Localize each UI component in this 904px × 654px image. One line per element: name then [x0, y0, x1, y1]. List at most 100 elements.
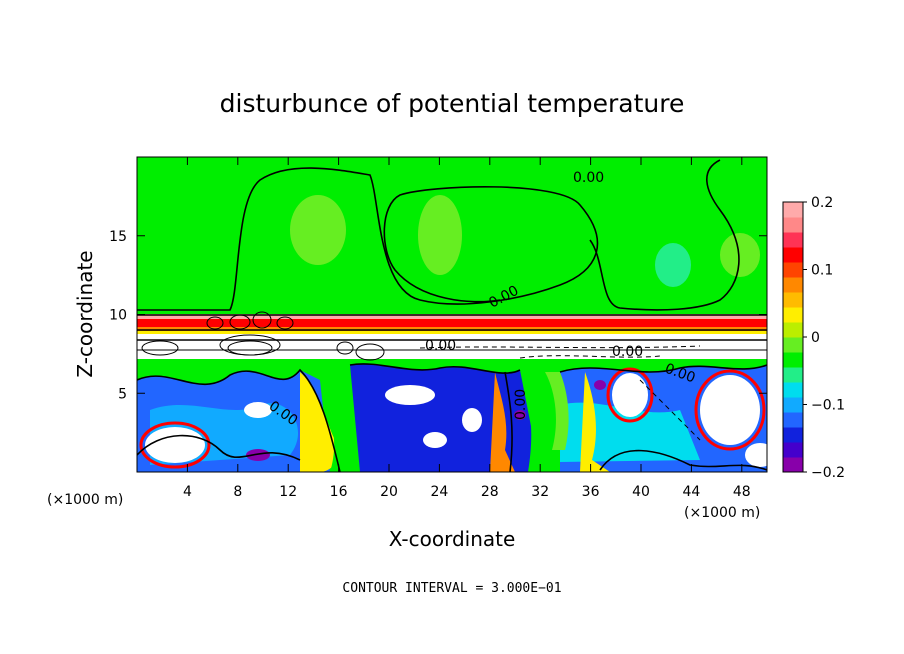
chart-title: disturbunce of potential temperature — [220, 89, 685, 118]
colorbar-swatch — [783, 322, 803, 338]
colorbar-swatch — [783, 262, 803, 278]
upper-blob — [418, 195, 462, 275]
red-rim — [694, 369, 766, 451]
x-tick-label: 48 — [733, 484, 751, 500]
upper-blob — [655, 243, 691, 287]
contour-line — [599, 449, 767, 471]
plot-area: 0.00 0.00 0.00 0.00 0.00 0.00 0.00 — [137, 157, 767, 472]
colorbar-tick-label: −0.2 — [811, 465, 845, 481]
x-axis: 4 8 12 16 20 24 28 32 36 40 44 48 — [183, 157, 751, 500]
x-tick-label: 20 — [380, 484, 398, 500]
y-axis: 5 10 15 — [109, 229, 767, 402]
colorbar-swatch — [783, 412, 803, 428]
y-tick-label: 10 — [109, 308, 127, 324]
y-tick-label: 5 — [118, 386, 127, 402]
upper-blob — [290, 195, 346, 265]
contour-label: 0.00 — [425, 338, 456, 354]
warm-band — [137, 331, 767, 334]
contour-loop — [336, 341, 354, 355]
contour-line — [589, 159, 740, 311]
contour-interval-text: CONTOUR INTERVAL = 3.000E−01 — [342, 581, 561, 596]
contour-loop — [229, 314, 251, 330]
x-tick-label: 12 — [279, 484, 297, 500]
colorbar-swatch — [783, 382, 803, 398]
green-finger — [545, 372, 569, 450]
colorbar-swatch — [783, 352, 803, 368]
upper-blob — [720, 233, 760, 277]
colorbar-tick-label: 0.2 — [811, 195, 833, 211]
colorbar-swatch — [783, 247, 803, 263]
x-tick-label: 28 — [481, 484, 499, 500]
purple-core — [246, 449, 270, 461]
white-core — [462, 408, 482, 432]
contour-line — [504, 371, 513, 472]
white-core — [244, 402, 272, 418]
contour-loop — [252, 311, 272, 329]
x-tick-label: 8 — [233, 484, 242, 500]
x-tick-label: 36 — [582, 484, 600, 500]
warm-plume — [580, 372, 610, 472]
contour-loop — [355, 343, 385, 361]
contour-label: 0.00 — [513, 389, 529, 420]
colorbar-tick-label: 0.1 — [811, 263, 833, 279]
colorbar-swatch — [783, 307, 803, 323]
x-tick-label: 16 — [330, 484, 348, 500]
contour-line — [559, 364, 767, 373]
contour-label: 0.00 — [612, 344, 643, 360]
white-core — [612, 373, 648, 417]
y-axis-label: Z-coordinate — [73, 250, 97, 377]
x-tick-label: 32 — [531, 484, 549, 500]
x-unit-label-right: (×1000 m) — [684, 505, 760, 521]
warm-band — [137, 319, 767, 327]
colorbar-swatch — [783, 217, 803, 233]
colorbar-swatch — [783, 277, 803, 293]
y-tick-label: 15 — [109, 229, 127, 245]
x-tick-label: 44 — [682, 484, 700, 500]
colorbar-tick-label: −0.1 — [811, 398, 845, 414]
warm-plume — [300, 372, 339, 472]
colorbar-swatch — [783, 397, 803, 413]
x-tick-label: 40 — [632, 484, 650, 500]
turbulent-contours — [141, 311, 701, 441]
contour-line — [137, 368, 341, 472]
x-unit-label-left: (×1000 m) — [47, 492, 123, 508]
contour-dashed — [639, 379, 701, 441]
purple-core — [594, 380, 606, 390]
contour-loop — [141, 340, 179, 356]
colorbar-swatch — [783, 442, 803, 458]
purple-core — [514, 410, 526, 420]
colorbar-swatch — [783, 292, 803, 308]
x-tick-label: 4 — [183, 484, 192, 500]
colorbar-swatch — [783, 367, 803, 383]
contour-loop — [206, 316, 224, 330]
x-axis-label: X-coordinate — [389, 527, 516, 551]
contour-line — [137, 434, 301, 461]
white-core — [145, 427, 205, 463]
warm-band — [137, 327, 767, 331]
warm-band — [137, 314, 767, 319]
contour-loop — [227, 340, 273, 356]
white-core — [745, 443, 767, 467]
x-tick-label: 24 — [430, 484, 448, 500]
white-core — [700, 375, 760, 445]
green-finger — [320, 380, 351, 472]
warm-plume — [490, 372, 515, 472]
white-core — [385, 385, 435, 405]
colorbar-swatch — [783, 427, 803, 443]
contour-dashed — [419, 345, 701, 349]
contour-loop — [276, 316, 294, 330]
colorbar: 0.2 0.1 0 −0.1 −0.2 — [782, 195, 845, 481]
contour-line — [349, 363, 521, 374]
colorbar-tick-label: 0 — [811, 330, 820, 346]
colorbar-swatch — [783, 202, 803, 218]
colorbar-swatch — [783, 457, 803, 473]
white-core — [423, 432, 447, 448]
contour-label: 0.00 — [573, 170, 604, 186]
green-finger — [520, 370, 548, 472]
red-rim — [606, 367, 654, 423]
colorbar-swatch — [783, 337, 803, 353]
red-rim — [139, 421, 211, 469]
colorbar-swatch — [783, 232, 803, 248]
contour-line — [137, 167, 599, 311]
